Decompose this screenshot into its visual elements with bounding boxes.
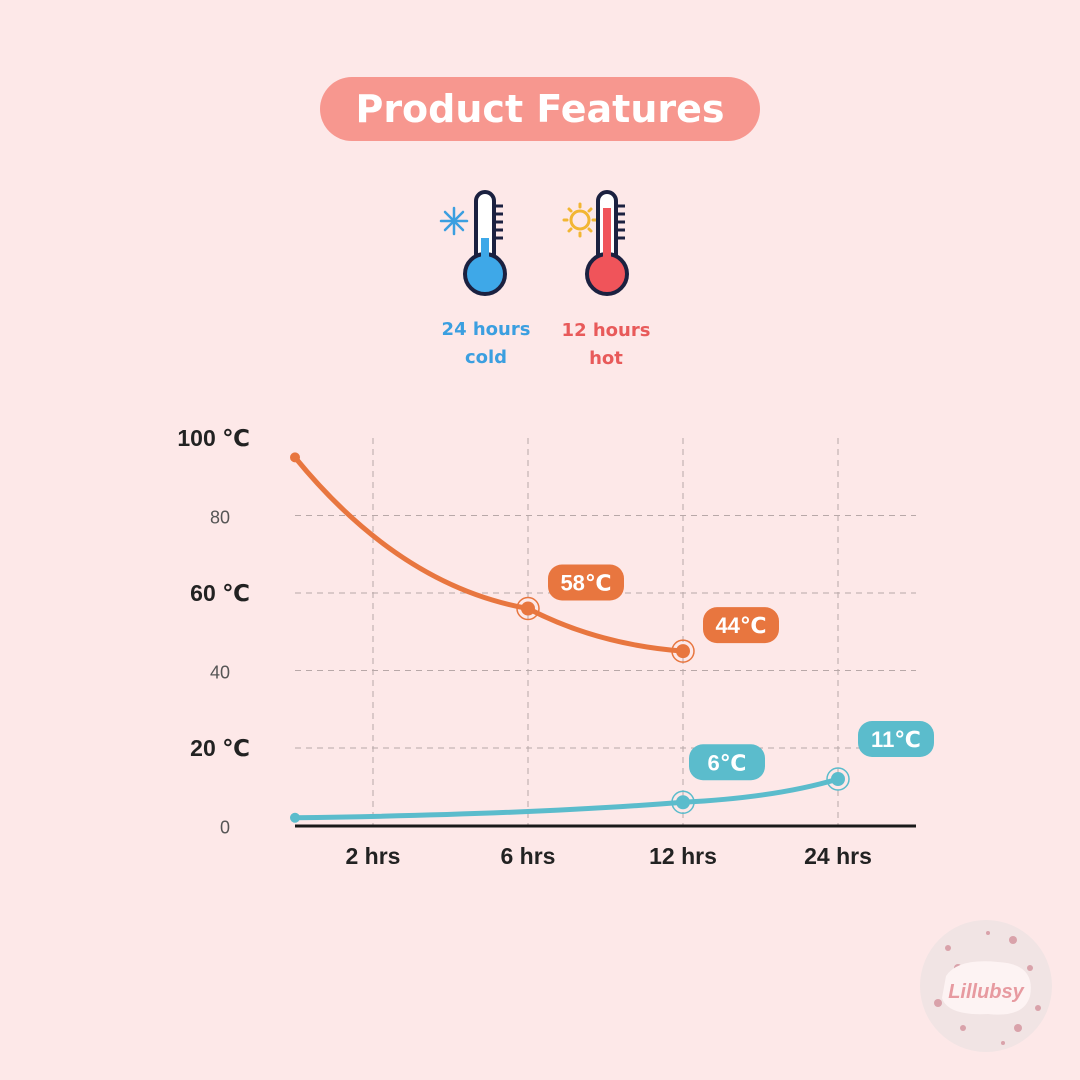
x-tick-label: 12 hrs [649,843,717,869]
data-point [676,644,690,659]
data-point [676,795,690,810]
data-label: 58℃ [560,571,611,596]
data-point [290,812,300,823]
data-label-badge [689,744,765,781]
data-label: 6℃ [708,750,747,775]
series-line-1 [292,776,841,821]
cold-thermometer-icon [439,190,507,296]
data-point [831,772,845,786]
data-label: 44℃ [715,613,766,638]
x-tick-label: 24 hrs [804,843,872,869]
legend-hot-line2: hot [589,348,623,369]
y-tick-label: 80 [210,508,230,528]
data-point [290,452,300,463]
x-tick-label: 6 hrs [501,843,556,869]
data-point-ring [671,639,695,663]
hot-thermometer-icon [562,190,629,296]
data-label: 11℃ [871,727,921,752]
legend-hot: 12 hours hot [546,317,666,373]
y-tick-label: 40 [210,663,230,683]
legend-cold-line2: cold [464,347,508,368]
y-tick-label: 20 ℃ [190,735,250,761]
y-tick-label: 60 ℃ [190,580,250,606]
data-label-badge [858,721,934,757]
data-point [521,601,535,616]
data-label-badge [548,564,624,601]
legend-hot-line1: 12 hours [561,320,651,341]
x-tick-label: 2 hrs [346,843,401,869]
brand-logo: Lillubsy [920,920,1052,1052]
legend-cold-line1: 24 hours [441,319,531,340]
y-tick-label: 0 [220,818,230,838]
series-line-0 [292,454,686,654]
data-point-ring [671,790,695,814]
data-label-badge [703,607,779,644]
page-title: Product Features [320,77,760,141]
svg-text:Lillubsy: Lillubsy [948,981,1024,1003]
data-point-ring [826,767,850,791]
data-point-ring [516,596,540,621]
y-tick-label: 100 ℃ [177,425,250,451]
legend-cold: 24 hours cold [426,316,546,372]
